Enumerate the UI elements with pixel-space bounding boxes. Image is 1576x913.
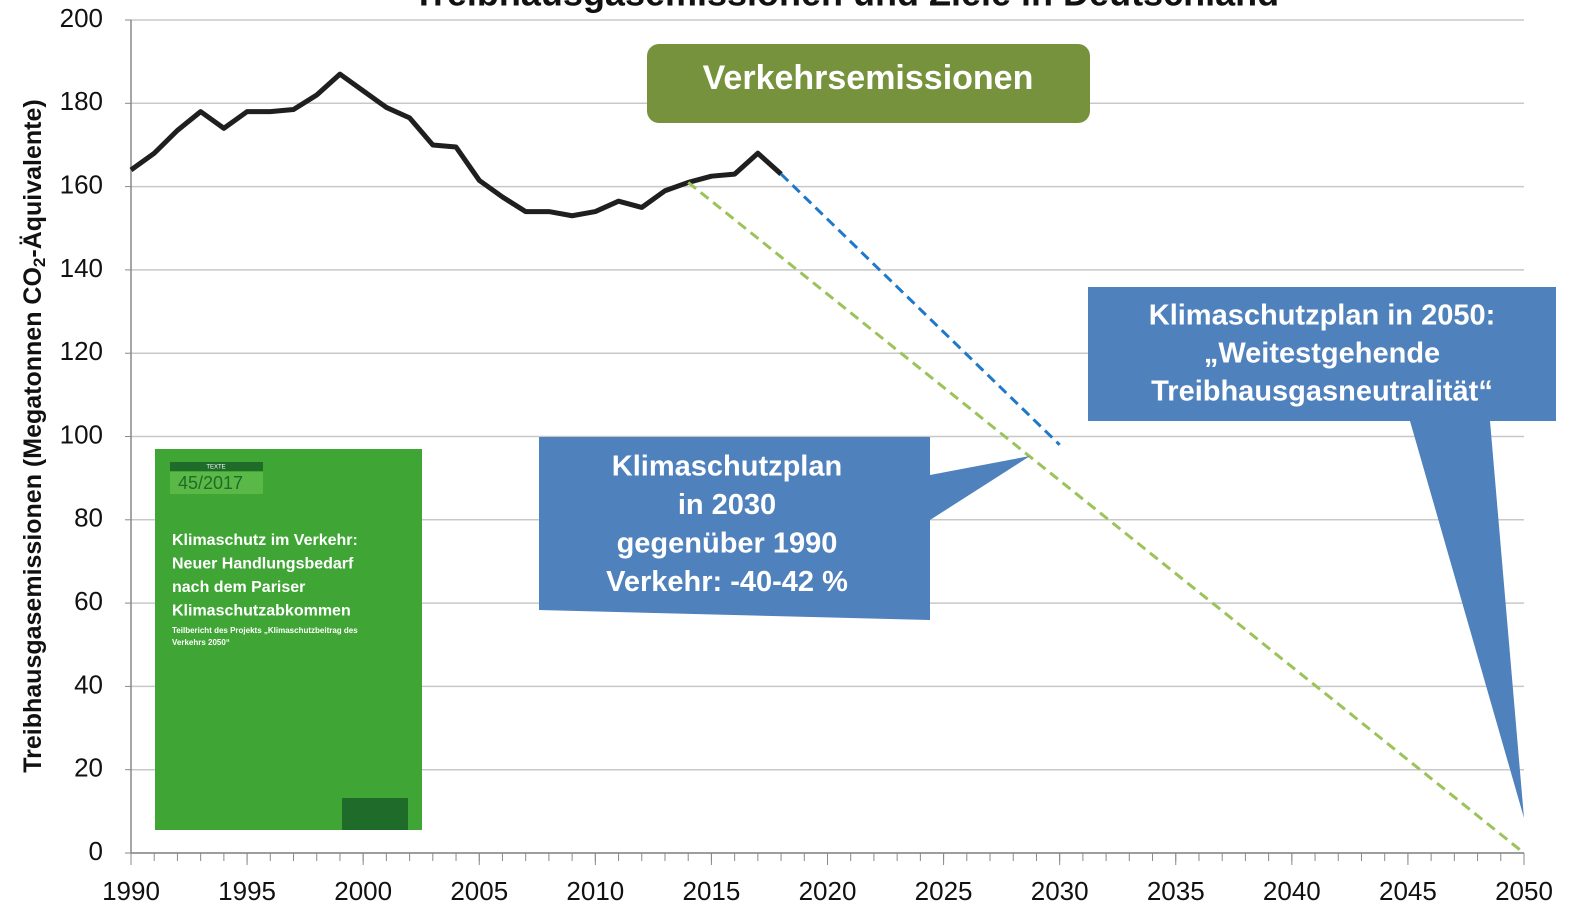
chart: 0204060801001201401601802001990199520002…: [0, 0, 1576, 913]
badge-text: Verkehrsemissionen: [703, 59, 1034, 97]
x-tick-label: 2045: [1379, 876, 1437, 906]
callout-text: Klimaschutzplan: [612, 451, 842, 483]
x-tick-label: 2035: [1147, 876, 1205, 906]
cover-title-line: nach dem Pariser: [172, 579, 305, 596]
y-tick-label: 200: [60, 3, 103, 33]
y-tick-label: 120: [60, 336, 103, 366]
callout-text: gegenüber 1990: [617, 528, 838, 560]
x-tick-label: 2010: [566, 876, 624, 906]
report-cover: TEXTE 45/2017 Klimaschutz im Verkehr: Neu…: [155, 449, 422, 830]
y-tick-label: 160: [60, 169, 103, 199]
x-tick-label: 1990: [102, 876, 160, 906]
y-axis-label: Treibhausgasemissionen (Megatonnen CO2-Ä…: [19, 99, 50, 772]
x-tick-label: 2050: [1495, 876, 1553, 906]
y-tick-label: 0: [89, 836, 103, 866]
y-tick-label: 140: [60, 253, 103, 283]
cover-subtitle-line: Teilbericht des Projekts „Klimaschutzbei…: [172, 626, 358, 635]
cover-subtitle-line: Verkehrs 2050“: [172, 638, 230, 647]
y-tick-label: 180: [60, 86, 103, 116]
x-tick-label: 2025: [915, 876, 973, 906]
chart-title: Treibhausgasemissionen und Ziele in Deut…: [413, 0, 1279, 14]
callout-text: Klimaschutzplan in 2050:: [1149, 300, 1496, 332]
x-tick-label: 2020: [799, 876, 857, 906]
callout-text: Treibhausgasneutralität“: [1151, 376, 1493, 408]
x-tick-label: 2030: [1031, 876, 1089, 906]
x-tick-label: 1995: [218, 876, 276, 906]
cover-title-line: Neuer Handlungsbedarf: [172, 556, 354, 573]
x-tick-label: 2015: [682, 876, 740, 906]
x-tick-label: 2000: [334, 876, 392, 906]
y-tick-label: 20: [74, 753, 103, 783]
x-tick-label: 2040: [1263, 876, 1321, 906]
y-label-part: Treibhausgasemissionen (Megatonnen CO: [19, 267, 47, 773]
series-line: [781, 174, 1060, 445]
y-tick-label: 60: [74, 586, 103, 616]
cover-title-line: Klimaschutz im Verkehr:: [172, 532, 358, 549]
cover-series: TEXTE: [206, 465, 225, 471]
callout-text: in 2030: [678, 489, 776, 521]
y-label-sub: 2: [30, 258, 49, 267]
y-label-part: -Äquivalente): [19, 99, 47, 257]
y-tick-label: 40: [74, 669, 103, 699]
cover-title-line: Klimaschutzabkommen: [172, 603, 351, 620]
callout-text: „Weitestgehende: [1204, 338, 1440, 370]
y-tick-label: 80: [74, 503, 103, 533]
callout-text: Verkehr: -40-42 %: [606, 566, 848, 598]
cover-number: 45/2017: [178, 473, 243, 493]
y-tick-label: 100: [60, 419, 103, 449]
cover-logo: [342, 798, 408, 830]
x-tick-label: 2005: [450, 876, 508, 906]
